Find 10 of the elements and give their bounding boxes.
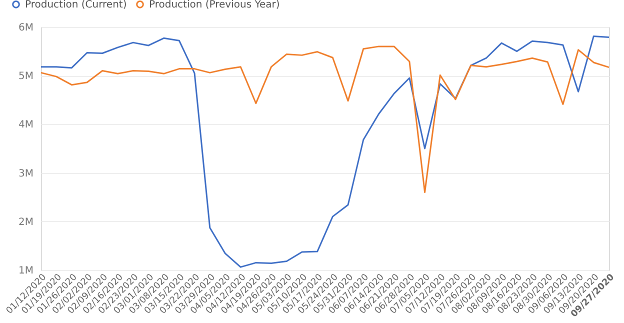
legend-label: Production (Previous Year): [149, 0, 280, 10]
y-tick-label: 2M: [18, 216, 34, 228]
line-series: [40, 35, 610, 268]
y-tick-label: 1M: [18, 266, 34, 276]
legend-label: Production (Current): [25, 0, 127, 10]
y-tick-label: 6M: [18, 22, 34, 34]
y-tick-label: 4M: [18, 120, 34, 131]
line-series: [40, 46, 610, 193]
y-tick-label: 5M: [18, 71, 34, 82]
y-tick-label: 3M: [18, 168, 34, 180]
